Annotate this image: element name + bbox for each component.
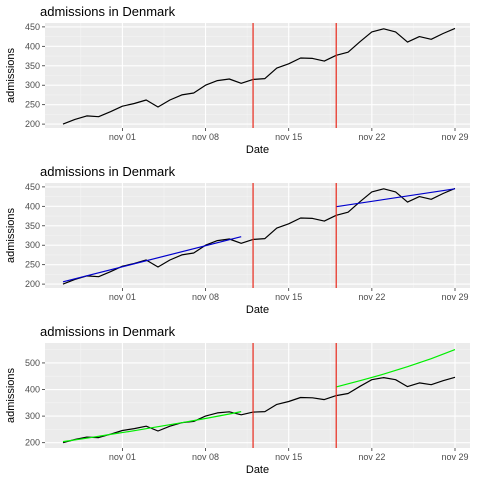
y-tick-label: 400 xyxy=(25,385,40,395)
series-line-fit-2 xyxy=(336,349,456,388)
y-tick-label: 250 xyxy=(25,100,40,110)
y-tick-label: 350 xyxy=(25,61,40,71)
chart-panel-3: admissions in Denmark 200 300 400 500 nov 01 n… xyxy=(5,324,470,476)
y-tick-label: 250 xyxy=(25,260,40,270)
chart-panel-2: admissions in Denmark 200 250 300 350 400 450 n… xyxy=(5,164,470,316)
x-tick-label: nov 22 xyxy=(358,132,385,142)
x-tick-label: nov 22 xyxy=(358,452,385,462)
x-tick-label: nov 29 xyxy=(441,452,468,462)
x-tick-label: nov 08 xyxy=(192,292,219,302)
x-tick-label: nov 29 xyxy=(441,132,468,142)
x-axis-title: Date xyxy=(246,464,269,476)
x-tick-label: nov 15 xyxy=(275,452,302,462)
series-line-fit-2 xyxy=(336,188,456,208)
y-tick-label: 200 xyxy=(25,119,40,129)
x-tick-label: nov 01 xyxy=(109,452,136,462)
chart-title: admissions in Denmark xyxy=(40,324,176,339)
y-tick-label: 400 xyxy=(25,201,40,211)
x-tick-label: nov 29 xyxy=(441,292,468,302)
y-tick-label: 300 xyxy=(25,411,40,421)
y-axis-title: admissions xyxy=(5,367,17,423)
x-axis-title: Date xyxy=(246,144,269,156)
x-axis-title: Date xyxy=(246,304,269,316)
y-tick-label: 350 xyxy=(25,221,40,231)
x-tick-label: nov 01 xyxy=(109,292,136,302)
chart-title: admissions in Denmark xyxy=(40,4,176,19)
y-tick-label: 450 xyxy=(25,22,40,32)
x-tick-label: nov 15 xyxy=(275,292,302,302)
chart-title: admissions in Denmark xyxy=(40,164,176,179)
series-line-admissions xyxy=(62,376,456,444)
y-tick-label: 400 xyxy=(25,41,40,51)
x-tick-label: nov 08 xyxy=(192,132,219,142)
y-axis-title: admissions xyxy=(5,47,17,103)
series-line-admissions xyxy=(62,27,456,125)
y-tick-label: 300 xyxy=(25,240,40,250)
y-axis-title: admissions xyxy=(5,207,17,263)
y-tick-label: 200 xyxy=(25,438,40,448)
x-tick-label: nov 01 xyxy=(109,132,136,142)
y-tick-label: 300 xyxy=(25,80,40,90)
series-line-fit-1 xyxy=(62,411,242,443)
x-tick-label: nov 08 xyxy=(192,452,219,462)
y-tick-label: 500 xyxy=(25,358,40,368)
y-tick-label: 200 xyxy=(25,279,40,289)
x-tick-label: nov 22 xyxy=(358,292,385,302)
y-tick-label: 450 xyxy=(25,182,40,192)
series-line-fit-1 xyxy=(62,236,242,283)
plot-background xyxy=(45,343,470,448)
chart-panel-1: admissions in Denmark 200 250 300 350 400 450 n… xyxy=(5,4,470,156)
x-tick-label: nov 15 xyxy=(275,132,302,142)
